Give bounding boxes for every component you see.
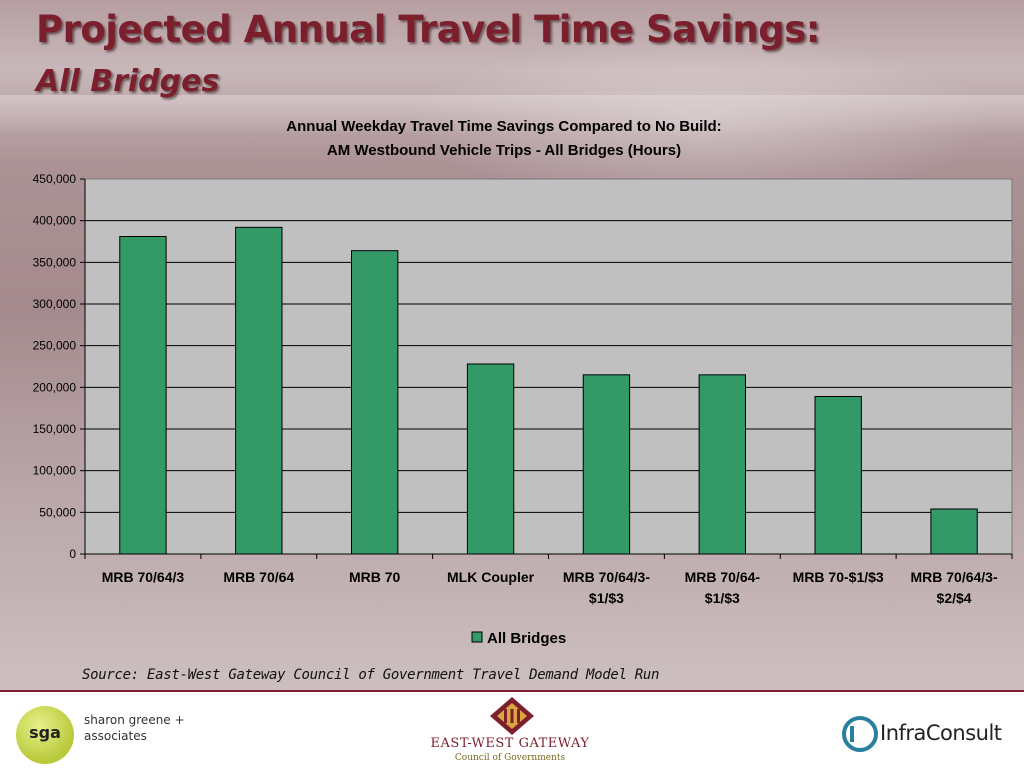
x-tick-label-line: MRB 70-$1/$3 bbox=[793, 569, 884, 585]
infraconsult-name: InfraConsult bbox=[880, 721, 1002, 745]
ewg-subtitle: Council of Governments bbox=[454, 753, 566, 763]
x-tick-label-line: MRB 70/64/3- bbox=[563, 569, 650, 585]
x-tick-label-line: MRB 70/64/3- bbox=[910, 569, 997, 585]
bar bbox=[814, 396, 862, 555]
y-tick-label: 250,000 bbox=[33, 339, 77, 353]
y-tick-label: 350,000 bbox=[33, 255, 77, 269]
x-tick-label: MRB 70/64/3 bbox=[102, 569, 185, 585]
x-tick-label-line: MLK Coupler bbox=[447, 569, 535, 585]
legend-label: All Bridges bbox=[487, 630, 566, 647]
y-tick-label: 300,000 bbox=[33, 297, 77, 311]
page-subtitle: All Bridges bbox=[36, 64, 220, 99]
x-tick-label-line: $2/$4 bbox=[937, 590, 972, 606]
page-title: Projected Annual Travel Time Savings: bbox=[36, 8, 821, 51]
chart-title-line-2: AM Westbound Vehicle Trips - All Bridges… bbox=[327, 142, 681, 159]
y-tick-label: 100,000 bbox=[33, 464, 77, 478]
y-tick-label: 450,000 bbox=[33, 172, 77, 186]
bar-chart: Annual Weekday Travel Time Savings Compa… bbox=[33, 118, 1013, 647]
footer-bar: sga sharon greene + associates EAST-WEST… bbox=[0, 690, 1024, 770]
chart-legend: All Bridges bbox=[471, 630, 566, 647]
infraconsult-logo-icon bbox=[842, 716, 878, 752]
y-tick-label: 50,000 bbox=[39, 505, 76, 519]
bar bbox=[235, 226, 283, 555]
x-tick-label-line: $1/$3 bbox=[705, 590, 740, 606]
x-tick-label: MRB 70-$1/$3 bbox=[793, 569, 884, 585]
bar bbox=[582, 374, 631, 555]
bar bbox=[698, 374, 746, 555]
x-tick-label: MRB 70/64- $1/$3 bbox=[685, 569, 761, 606]
sga-logo-text: sga bbox=[29, 723, 61, 742]
y-tick-label: 200,000 bbox=[33, 380, 77, 394]
x-tick-label-line: MRB 70/64- bbox=[685, 569, 761, 585]
chart-title-line-1: Annual Weekday Travel Time Savings Compa… bbox=[286, 118, 721, 135]
x-tick-label-line: MRB 70 bbox=[349, 569, 401, 585]
x-tick-label: MLK Coupler bbox=[447, 569, 535, 585]
x-tick-label-line: $1/$3 bbox=[589, 590, 624, 606]
plot-area: 0 50,000 100,000 150,000 200,000 250,000 300,0… bbox=[33, 172, 1013, 606]
sga-name-line-2: associates bbox=[84, 729, 147, 743]
y-tick-label: 150,000 bbox=[33, 422, 77, 436]
x-tick-label-line: MRB 70/64/3 bbox=[102, 569, 185, 585]
bar bbox=[466, 363, 515, 555]
bar bbox=[119, 236, 167, 555]
bar bbox=[930, 508, 978, 555]
bar bbox=[351, 250, 399, 555]
y-tick-label: 0 bbox=[69, 547, 76, 561]
x-tick-label: MRB 70/64 bbox=[223, 569, 294, 585]
x-tick-label-line: MRB 70/64 bbox=[223, 569, 294, 585]
x-tick-label: MRB 70 bbox=[349, 569, 401, 585]
y-tick-label: 400,000 bbox=[33, 214, 77, 228]
sga-logo: sga bbox=[16, 706, 74, 764]
ewg-name: EAST-WEST GATEWAY bbox=[430, 736, 590, 751]
source-note: Source: East-West Gateway Council of Gov… bbox=[82, 667, 660, 683]
sga-company-name: sharon greene + associates bbox=[84, 712, 204, 744]
x-tick-label: MRB 70/64/3- $2/$4 bbox=[910, 569, 997, 606]
ewg-logo-icon bbox=[490, 697, 534, 735]
sga-name-line-1: sharon greene + bbox=[84, 713, 185, 727]
legend-swatch bbox=[471, 631, 483, 643]
x-tick-label: MRB 70/64/3- $1/$3 bbox=[563, 569, 650, 606]
plot-background bbox=[85, 179, 1012, 554]
